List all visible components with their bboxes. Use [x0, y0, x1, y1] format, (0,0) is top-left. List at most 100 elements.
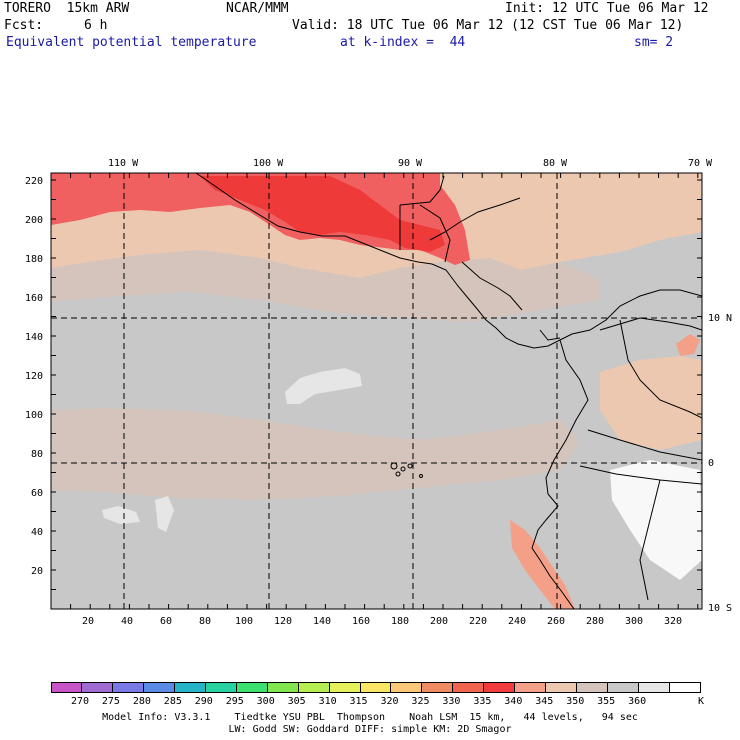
x-tick-label: 320 [664, 616, 683, 627]
smoothing-label: sm= 2 [634, 35, 674, 50]
colorbar-label: 300 [256, 696, 275, 707]
colorbar-label: 280 [132, 696, 151, 707]
colorbar-label: 290 [194, 696, 213, 707]
axis-ticks [50, 173, 702, 610]
theta-e-330-region [200, 176, 445, 252]
coastlines [195, 173, 702, 609]
y-tick-label: 80 [31, 449, 44, 460]
x-tick-label: 20 [82, 616, 95, 627]
colorbar-swatch [51, 682, 82, 693]
forecast-label: Fcst: [4, 18, 44, 33]
y-tick-label: 180 [25, 254, 44, 265]
y-tick-label: 60 [31, 488, 44, 499]
y-tick-label: 20 [31, 566, 44, 577]
y-tick-label: 140 [25, 332, 44, 343]
colorbar-swatch [112, 682, 144, 693]
colorbar-swatch [515, 682, 547, 693]
lat-lon-grid [51, 173, 702, 609]
colorbar-swatch [236, 682, 268, 693]
colorbar-label: 360 [628, 696, 647, 707]
colorbar-swatch [608, 682, 640, 693]
colorbar-label: 285 [163, 696, 182, 707]
colorbar-label: 335 [473, 696, 492, 707]
colorbar-swatch [329, 682, 361, 693]
colorbar-label: 345 [535, 696, 554, 707]
colorbar-swatch [205, 682, 237, 693]
theta-e-350-region-north [51, 250, 600, 322]
init-time: Init: 12 UTC Tue 06 Mar 12 [505, 1, 709, 16]
x-tick-label: 300 [625, 616, 644, 627]
colorbar-swatch [546, 682, 578, 693]
x-tick-label: 260 [547, 616, 566, 627]
colorbar-swatch [267, 682, 299, 693]
field-name: Equivalent potential temperature [6, 35, 257, 50]
colorbar-label: 355 [597, 696, 616, 707]
colorbar-label: 275 [101, 696, 120, 707]
x-tick-label: 40 [121, 616, 134, 627]
colorbar-label: 350 [566, 696, 585, 707]
x-tick-label: 60 [160, 616, 173, 627]
physics-info: LW: Godd SW: Goddard DIFF: simple KM: 2D… [228, 724, 512, 735]
colorbar-swatch [639, 682, 671, 693]
colorbar-swatch [81, 682, 113, 693]
lon-label: 100 W [253, 158, 284, 169]
colorbar-swatch [484, 682, 516, 693]
lon-label: 70 W [688, 158, 713, 169]
model-title: TORERO 15km ARW [4, 1, 130, 16]
level-label: at k-index = 44 [340, 35, 466, 50]
colorbar-swatch [143, 682, 175, 693]
x-tick-label: 180 [391, 616, 410, 627]
colorbar-label: 340 [504, 696, 523, 707]
colorbar-swatch [453, 682, 485, 693]
colorbar-label: 325 [411, 696, 430, 707]
lon-label: 110 W [108, 158, 139, 169]
y-tick-label: 40 [31, 527, 44, 538]
colorbar-swatch [298, 682, 330, 693]
x-tick-label: 100 [235, 616, 254, 627]
x-tick-label: 160 [352, 616, 371, 627]
colorbar-label: 295 [225, 696, 244, 707]
theta-e-350-region-mid [51, 408, 580, 500]
colorbar-swatch [391, 682, 423, 693]
y-tick-label: 200 [25, 215, 44, 226]
y-tick-label: 220 [25, 176, 44, 187]
colorbar-swatch [577, 682, 609, 693]
colorbar-label: 305 [287, 696, 306, 707]
colorbar-swatch [174, 682, 206, 693]
x-tick-label: 280 [586, 616, 605, 627]
org-label: NCAR/MMM [226, 1, 289, 16]
colorbar-label: 310 [318, 696, 337, 707]
theta-e-355-region-south [51, 480, 530, 609]
x-tick-label: 240 [508, 616, 527, 627]
theta-e-360-patch-b [102, 506, 140, 524]
x-tick-label: 200 [430, 616, 449, 627]
valid-time: Valid: 18 UTC Tue 06 Mar 12 (12 CST Tue … [292, 18, 684, 33]
y-tick-label: 160 [25, 293, 44, 304]
theta-e-360-region-land [610, 460, 702, 580]
colorbar-label: 320 [380, 696, 399, 707]
x-tick-label: 80 [199, 616, 212, 627]
lat-label: 10 N [708, 313, 733, 324]
lat-label: 10 S [708, 603, 733, 614]
y-tick-label: 120 [25, 371, 44, 382]
model-info: Model Info: V3.3.1 Tiedtke YSU PBL Thomp… [102, 712, 638, 723]
theta-e-340-patch-land [676, 334, 700, 356]
colorbar-label: 330 [442, 696, 461, 707]
colorbar-label: 270 [70, 696, 89, 707]
colorbar-label: 315 [349, 696, 368, 707]
y-tick-label: 100 [25, 410, 44, 421]
colorbar-frame [51, 682, 701, 693]
colorbar-swatch [360, 682, 392, 693]
theta-e-360-patch-a [285, 368, 362, 404]
lon-label: 80 W [543, 158, 568, 169]
forecast-hour: 6 h [84, 18, 108, 33]
colorbar-swatch [422, 682, 454, 693]
colorbar-unit: K [698, 696, 705, 707]
lat-label: 0 [708, 458, 715, 469]
theta-e-360-patch-c [155, 496, 174, 532]
x-tick-label: 120 [274, 616, 293, 627]
x-tick-label: 140 [313, 616, 332, 627]
x-tick-label: 220 [469, 616, 488, 627]
lon-label: 90 W [398, 158, 423, 169]
